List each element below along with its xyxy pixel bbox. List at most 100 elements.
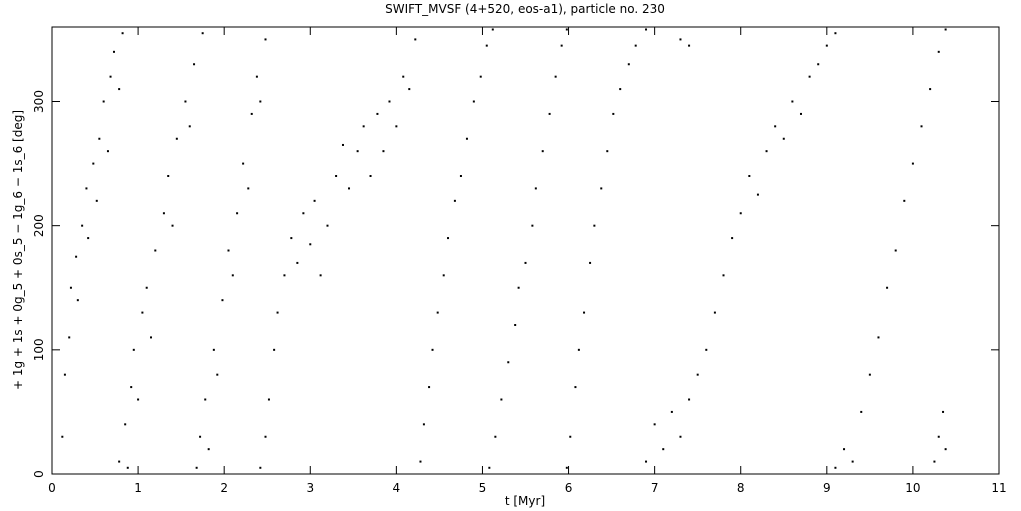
point	[937, 435, 940, 438]
point	[911, 162, 914, 165]
point	[395, 125, 398, 128]
point	[679, 38, 682, 41]
point	[171, 224, 174, 227]
point	[739, 212, 742, 215]
point	[231, 274, 234, 277]
point	[81, 224, 84, 227]
point	[843, 448, 846, 451]
point	[606, 150, 609, 153]
point	[485, 44, 488, 47]
x-tick-label: 11	[991, 481, 1006, 495]
point	[428, 386, 431, 389]
point	[541, 150, 544, 153]
point	[154, 249, 157, 252]
point	[627, 63, 630, 66]
point	[634, 44, 637, 47]
point	[362, 125, 365, 128]
point	[283, 274, 286, 277]
x-tick-label: 8	[737, 481, 745, 495]
point	[860, 410, 863, 413]
point	[141, 311, 144, 314]
point	[825, 44, 828, 47]
point	[713, 311, 716, 314]
point	[402, 75, 405, 78]
point	[782, 137, 785, 140]
point	[500, 398, 503, 401]
point	[236, 212, 239, 215]
point	[817, 63, 820, 66]
point	[799, 112, 802, 115]
point	[61, 435, 64, 438]
point	[431, 348, 434, 351]
point	[593, 224, 596, 227]
y-axis-label: + 1g + 1s + 0g_5 + 0s_5 − 1g_6 − 1s_6 [d…	[11, 110, 25, 390]
chart-title: SWIFT_MVSF (4+520, eos-a1), particle no.…	[385, 2, 665, 16]
x-tick-label: 7	[651, 481, 659, 495]
point	[335, 175, 338, 177]
point	[653, 423, 656, 426]
point	[722, 274, 725, 277]
point	[188, 125, 191, 128]
point	[589, 261, 592, 264]
point	[414, 38, 417, 41]
x-tick-label: 1	[134, 481, 142, 495]
point	[574, 386, 577, 389]
point	[688, 398, 691, 401]
point	[479, 75, 482, 78]
point	[488, 466, 491, 469]
point	[69, 286, 72, 289]
x-tick-label: 4	[393, 481, 401, 495]
x-tick-label: 3	[306, 481, 314, 495]
point	[302, 212, 305, 215]
point	[774, 125, 777, 128]
point	[201, 32, 204, 35]
point	[600, 187, 603, 190]
point	[150, 336, 153, 339]
point	[145, 286, 148, 289]
point	[472, 100, 475, 103]
point	[565, 466, 568, 469]
point	[791, 100, 794, 103]
point	[109, 75, 112, 78]
y-tick-label: 100	[32, 338, 46, 361]
point	[851, 460, 854, 463]
point	[356, 150, 359, 153]
y-tick-label: 0	[32, 470, 46, 478]
point	[748, 175, 751, 177]
point	[184, 100, 187, 103]
x-tick-label: 9	[823, 481, 831, 495]
point	[517, 286, 520, 289]
y-tick-label: 200	[32, 214, 46, 237]
point	[259, 100, 262, 103]
point	[175, 137, 178, 140]
point	[112, 50, 115, 53]
x-tick-label: 0	[48, 481, 56, 495]
point	[264, 435, 267, 438]
point	[808, 75, 811, 78]
point	[326, 224, 329, 227]
point	[227, 249, 230, 252]
point	[920, 125, 923, 128]
x-tick-label: 10	[905, 481, 920, 495]
point	[313, 199, 316, 202]
point	[903, 199, 906, 202]
point	[933, 460, 936, 463]
point	[937, 50, 940, 53]
point	[264, 38, 267, 41]
point	[193, 63, 196, 66]
point	[548, 112, 551, 115]
point	[453, 199, 456, 202]
point	[524, 261, 527, 264]
point	[92, 162, 95, 165]
point	[76, 299, 79, 302]
point	[645, 28, 648, 31]
point	[126, 466, 129, 469]
point	[319, 274, 322, 277]
point	[75, 255, 78, 258]
point	[442, 274, 445, 277]
point	[106, 150, 109, 153]
point	[514, 324, 517, 326]
point	[494, 435, 497, 438]
point	[273, 348, 276, 351]
point	[118, 88, 121, 91]
